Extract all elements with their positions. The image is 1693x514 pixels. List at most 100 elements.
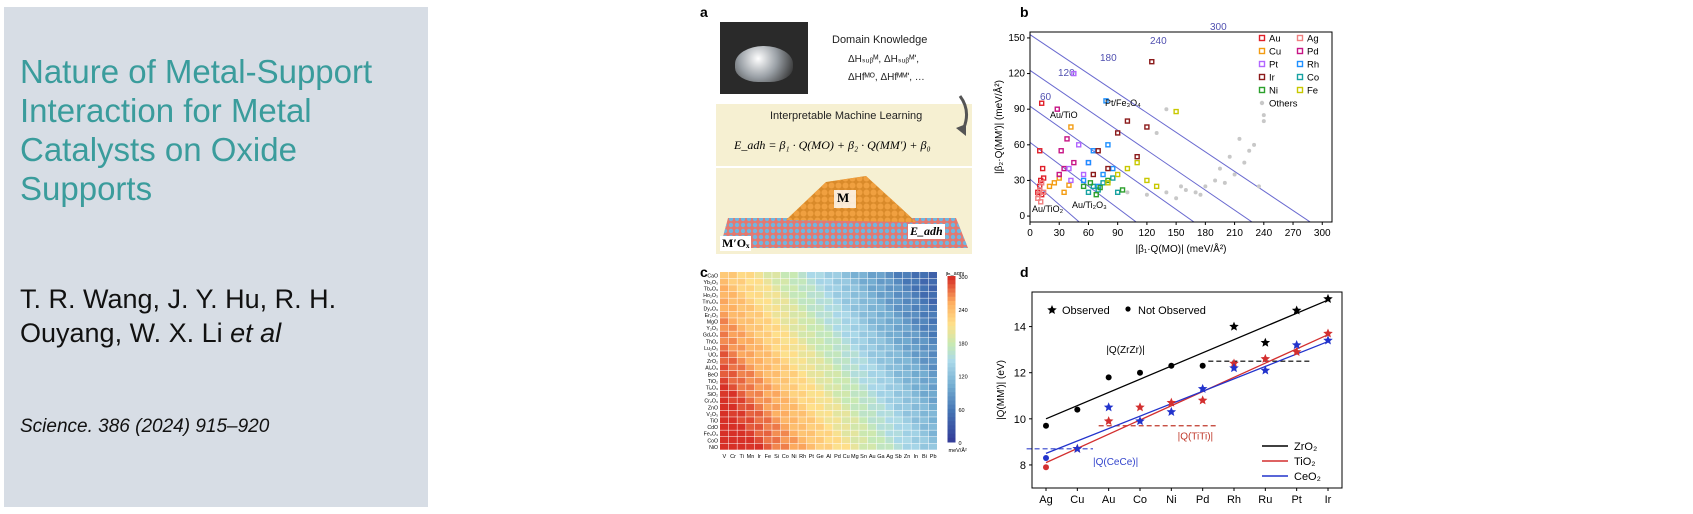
heatmap-cell bbox=[885, 384, 894, 391]
heatmap-cell bbox=[911, 291, 920, 298]
heatmap-cell bbox=[824, 410, 833, 417]
heatmap-cell bbox=[763, 285, 772, 292]
heatmap-cell bbox=[867, 371, 877, 378]
heatmap-cell bbox=[920, 338, 929, 345]
heatmap-cell bbox=[720, 430, 729, 437]
data-point bbox=[1114, 189, 1121, 196]
x-axis-label: |β₁·Q(MO)| (meV/Å²) bbox=[1136, 242, 1227, 255]
heatmap-cell bbox=[798, 318, 807, 325]
col-label: Al bbox=[826, 454, 831, 460]
heatmap-cell bbox=[807, 357, 816, 364]
heatmap-cell bbox=[780, 324, 790, 331]
heatmap-cell bbox=[885, 305, 894, 312]
metal-droplet-photo bbox=[720, 22, 808, 94]
heatmap-cell bbox=[920, 430, 929, 437]
heatmap-cell bbox=[833, 318, 842, 325]
heatmap-cell bbox=[772, 377, 781, 384]
data-point bbox=[1134, 159, 1140, 166]
heatmap-cell bbox=[911, 338, 920, 345]
x-tick-label: 60 bbox=[1083, 228, 1095, 239]
heatmap-cell bbox=[824, 397, 833, 404]
heatmap-cell bbox=[763, 311, 772, 318]
heatmap-cell bbox=[920, 298, 929, 305]
heatmap-cell bbox=[754, 351, 763, 358]
observed-star bbox=[1197, 383, 1208, 393]
heatmap-cell bbox=[720, 285, 729, 292]
heatmap-cell bbox=[772, 338, 781, 345]
heatmap-cell bbox=[754, 410, 763, 417]
heatmap-cell bbox=[894, 311, 903, 318]
heatmap-cell bbox=[833, 404, 842, 411]
heatmap-cell bbox=[920, 377, 929, 384]
x-tick-label: Au bbox=[1102, 494, 1115, 506]
heatmap-cell bbox=[763, 417, 772, 424]
heatmap-cell bbox=[780, 423, 790, 430]
data-point bbox=[1256, 184, 1261, 189]
heatmap-cell bbox=[772, 371, 781, 378]
heatmap-cell bbox=[885, 331, 894, 338]
x-tick-label: Co bbox=[1133, 494, 1147, 506]
heatmap-cell bbox=[815, 272, 824, 279]
heatmap-cell bbox=[876, 351, 885, 358]
colorbar-segment bbox=[947, 276, 956, 281]
heatmap-cell bbox=[728, 417, 737, 424]
data-point bbox=[1068, 124, 1074, 130]
colorbar-segment bbox=[947, 379, 956, 385]
heatmap-cell bbox=[754, 423, 763, 430]
legend-marker bbox=[1259, 100, 1265, 106]
heatmap-cell bbox=[798, 404, 807, 411]
observed-star bbox=[1260, 353, 1271, 363]
heatmap-cell bbox=[728, 351, 737, 358]
heatmap-cell bbox=[763, 377, 772, 384]
y-tick-label: 12 bbox=[1014, 368, 1026, 380]
col-label: Ag bbox=[886, 454, 893, 460]
heatmap-cell bbox=[798, 324, 807, 331]
heatmap-cell bbox=[928, 390, 937, 397]
colorbar-segment bbox=[947, 284, 956, 289]
heatmap-cell bbox=[911, 298, 920, 305]
col-label: Mn bbox=[747, 454, 755, 460]
annotation-label: Au/TiO bbox=[1050, 110, 1078, 120]
colorbar-segment bbox=[947, 321, 956, 327]
heatmap-cell bbox=[728, 298, 737, 305]
legend-marker bbox=[1258, 34, 1266, 42]
x-tick-label: 90 bbox=[1112, 228, 1124, 239]
heatmap-cell bbox=[789, 298, 798, 305]
heatmap-cell bbox=[815, 305, 824, 312]
contour-label: 300 bbox=[1210, 22, 1227, 33]
heatmap-cell bbox=[789, 331, 798, 338]
heatmap-cell bbox=[798, 338, 807, 345]
heatmap-cell bbox=[772, 443, 781, 450]
heatmap-cell bbox=[885, 404, 894, 411]
heatmap-cell bbox=[815, 318, 824, 325]
heatmap-cell bbox=[928, 278, 937, 285]
heatmap-cell bbox=[841, 344, 850, 351]
row-label: Er₂O₃ bbox=[705, 313, 718, 319]
heatmap-cell bbox=[876, 371, 885, 378]
colorbar-segment bbox=[947, 425, 956, 431]
heatmap-cell bbox=[737, 437, 746, 444]
heatmap-cell bbox=[928, 404, 937, 411]
heatmap-cell bbox=[728, 291, 737, 298]
support-label: M′Oₓ bbox=[720, 236, 752, 251]
annotation-label: Au/TiO₂ bbox=[1032, 204, 1064, 214]
heatmap-cell bbox=[815, 351, 824, 358]
heatmap-cell bbox=[737, 311, 746, 318]
data-point bbox=[1110, 175, 1116, 181]
heatmap-cell bbox=[911, 384, 920, 391]
contour-label: 180 bbox=[1100, 53, 1117, 64]
colorbar-tick-label: 120 bbox=[959, 375, 968, 381]
data-point bbox=[1040, 175, 1047, 181]
heatmap-cell bbox=[720, 344, 729, 351]
data-point bbox=[1261, 119, 1266, 124]
heatmap-cell bbox=[824, 351, 833, 358]
heatmap-cell bbox=[841, 371, 850, 378]
heatmap-cell bbox=[902, 344, 911, 351]
heatmap-cell bbox=[859, 338, 868, 345]
heatmap-cell bbox=[859, 437, 868, 444]
heatmap-cell bbox=[737, 278, 746, 285]
heatmap-cell bbox=[737, 305, 746, 312]
data-point bbox=[1105, 142, 1111, 148]
heatmap-cell bbox=[859, 377, 868, 384]
data-point bbox=[1153, 183, 1160, 190]
